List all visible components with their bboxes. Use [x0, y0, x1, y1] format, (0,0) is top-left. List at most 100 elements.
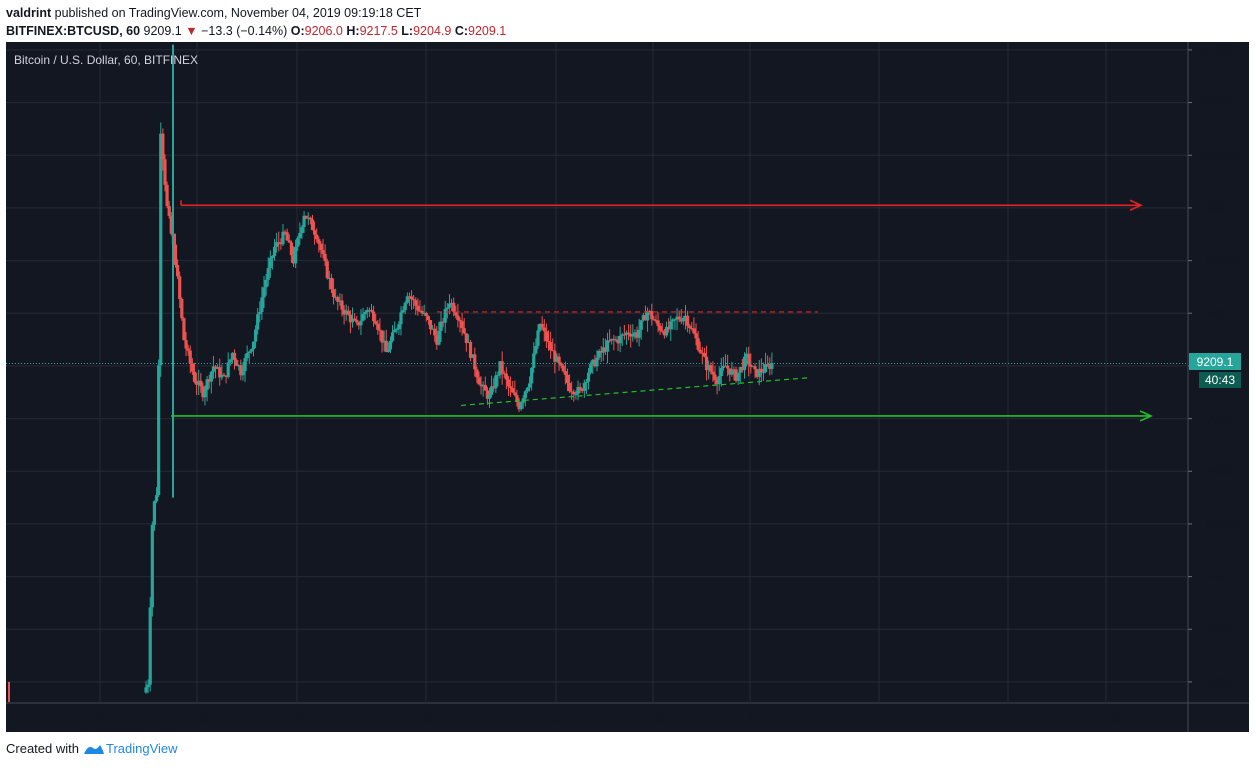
- candle-body: [694, 333, 698, 339]
- candle-body: [306, 217, 310, 219]
- candle-body: [403, 302, 407, 311]
- candle-body: [298, 233, 302, 239]
- chart-container[interactable]: 10400.0 10200.0 10000.0 9800.0 9600.0 9400.0 9…: [0, 40, 1256, 734]
- candle-body: [399, 312, 403, 325]
- candle-body: [312, 230, 317, 235]
- candle-body: [519, 402, 523, 410]
- candle-body: [180, 298, 184, 319]
- candle-body: [243, 358, 247, 372]
- time-axis[interactable]: 25 12:00 28 30 Nov 12:00 4 6 8 12:00: [94, 714, 1121, 726]
- candle-body: [618, 335, 622, 344]
- candle-body: [759, 368, 763, 373]
- candle-body: [584, 381, 589, 383]
- candle-body: [418, 310, 422, 312]
- candle-body: [279, 242, 283, 245]
- candle-body: [199, 380, 203, 387]
- candle-body: [241, 371, 245, 376]
- candle-body: [167, 206, 171, 216]
- candle-body: [715, 380, 719, 385]
- last-price-box: [1189, 353, 1241, 370]
- candle-body: [688, 325, 692, 328]
- candle-body: [230, 352, 235, 360]
- candle-body: [260, 297, 264, 312]
- price-chart[interactable]: 10400.0 10200.0 10000.0 9800.0 9600.0 9400.0 9…: [0, 40, 1256, 734]
- candle-body: [428, 320, 433, 330]
- candle-body: [317, 239, 321, 244]
- chart-title: Bitcoin / U.S. Dollar, 60, BITFINEX: [14, 53, 198, 67]
- candle-body: [626, 332, 631, 334]
- y-tick-label: 9400.0: [1206, 308, 1241, 320]
- candle-body: [336, 297, 340, 302]
- x-tick-label: 30: [420, 714, 433, 726]
- candle-body: [277, 242, 281, 244]
- candle-body: [629, 333, 633, 337]
- y-tick-label: 9000.0: [1206, 414, 1241, 426]
- candle-body: [8, 681, 10, 702]
- candle-body: [232, 352, 237, 361]
- author-name[interactable]: valdrint: [6, 6, 52, 20]
- candle-body: [380, 330, 384, 343]
- low-label: L:: [401, 24, 414, 38]
- candle-body: [696, 338, 700, 350]
- candle-body: [656, 320, 660, 326]
- grid-lines: [6, 42, 1188, 703]
- candle-body: [422, 312, 426, 314]
- candle-body: [464, 333, 468, 343]
- candle-body: [498, 361, 502, 375]
- candle-body: [677, 316, 681, 320]
- candle-body: [235, 360, 239, 366]
- candle-body: [409, 296, 414, 300]
- candle-body: [414, 300, 418, 306]
- candle-body: [669, 321, 673, 330]
- footer: Created with TradingView: [6, 741, 178, 756]
- candle-body: [384, 340, 388, 353]
- candle-body: [576, 386, 580, 395]
- x-tick-label: 12:00: [183, 714, 212, 726]
- chart-background: [6, 42, 1249, 732]
- price-axis[interactable]: 10400.0 10200.0 10000.0 9800.0 9600.0 9400.0 9…: [1188, 45, 1241, 689]
- candle-body: [268, 258, 272, 269]
- candle-body: [681, 318, 685, 322]
- candle-body: [315, 234, 319, 240]
- candle-body: [382, 340, 386, 343]
- x-tick-label: 12:00: [1092, 714, 1121, 726]
- candle-body: [530, 367, 534, 384]
- candle-body: [197, 380, 201, 385]
- candle-body: [597, 350, 601, 358]
- countdown-box: [1199, 372, 1241, 388]
- candle-body: [144, 687, 148, 693]
- candle-body: [239, 365, 243, 376]
- candle-body: [291, 255, 296, 264]
- open-value: 9206.0: [304, 24, 343, 38]
- rising-trendline[interactable]: [460, 377, 809, 407]
- tradingview-link[interactable]: TradingView: [82, 741, 178, 756]
- candle-body: [702, 352, 707, 357]
- candle-body: [534, 345, 538, 354]
- candle-body: [388, 340, 393, 350]
- candle-body: [690, 327, 694, 329]
- candle-body: [561, 365, 565, 372]
- candle-body: [751, 366, 755, 368]
- close-value: 9209.1: [468, 24, 507, 38]
- candle-body: [551, 350, 555, 352]
- x-tick-label: Nov: [546, 714, 567, 726]
- candle-body: [365, 309, 369, 313]
- candle-body: [285, 232, 289, 241]
- candle-body: [601, 347, 605, 353]
- candle-body: [253, 329, 258, 342]
- low-value: 9204.9: [413, 24, 452, 38]
- candle-body: [643, 315, 648, 321]
- candle-body: [557, 356, 561, 363]
- candle-body: [521, 398, 525, 403]
- y-tick-label: 10400.0: [1199, 45, 1241, 57]
- candle-body: [321, 250, 325, 254]
- candle-body: [308, 217, 312, 220]
- candle-body: [700, 352, 704, 354]
- candle-body: [502, 373, 506, 375]
- candle-body: [544, 331, 549, 342]
- candle-body: [300, 227, 304, 234]
- candle-body: [296, 238, 300, 247]
- candle-body: [207, 379, 211, 382]
- candle-body: [462, 328, 466, 334]
- candle-body: [283, 231, 287, 233]
